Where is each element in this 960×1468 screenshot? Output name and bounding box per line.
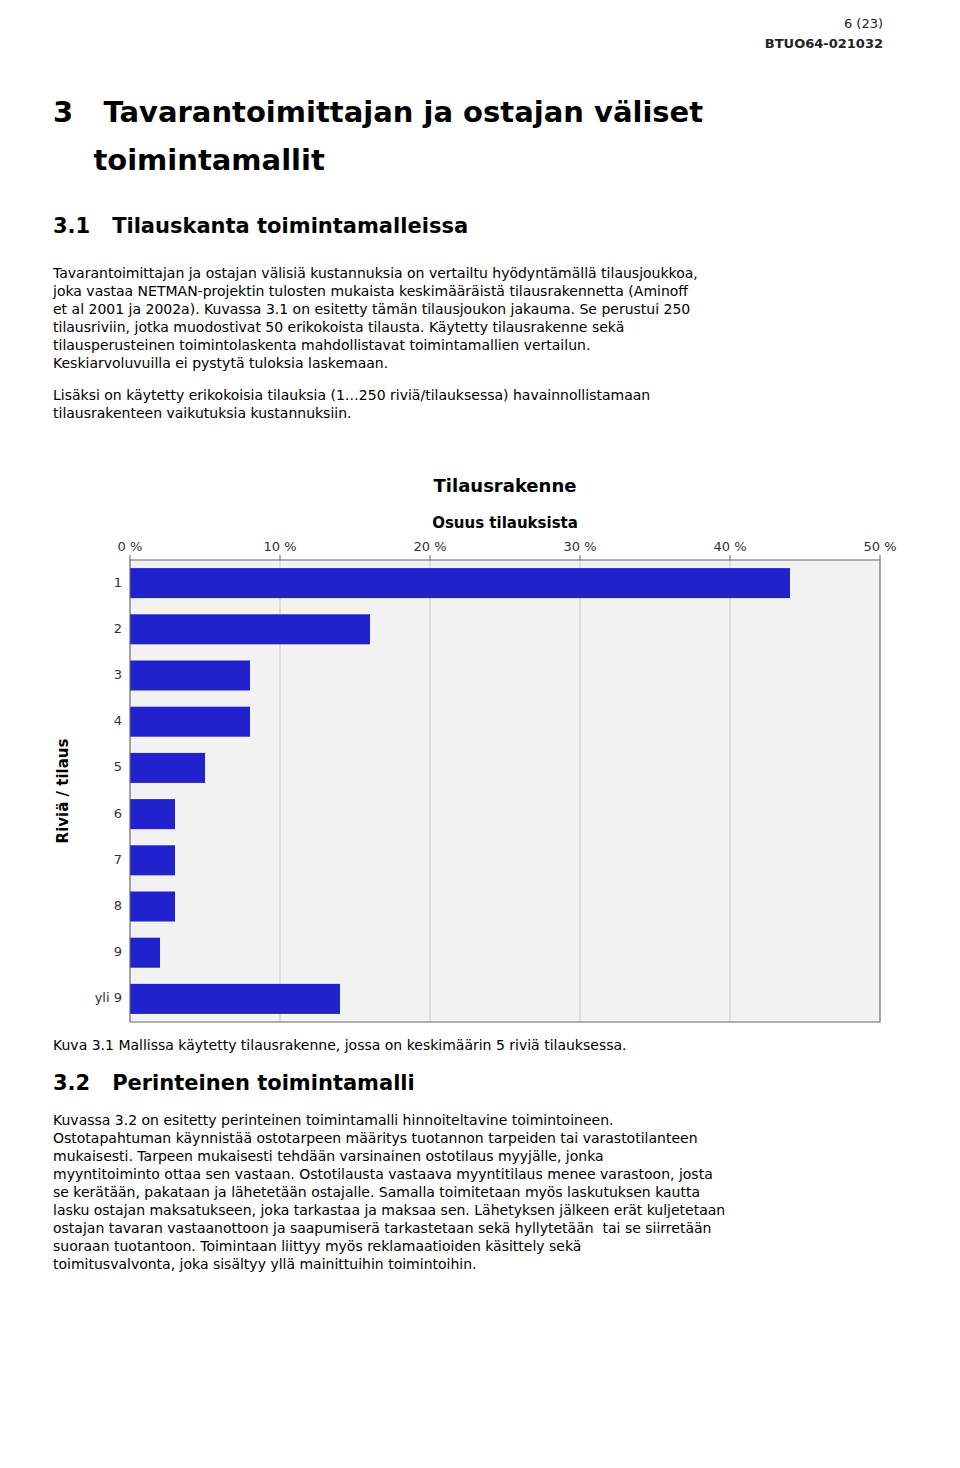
axis-label: Osuus tilauksista [432, 514, 578, 532]
body-text: lasku ostajan maksatukseen, joka tarkast… [53, 1202, 725, 1218]
body-text: et al 2001 ja 2002a). Kuvassa 3.1 on esi… [53, 301, 690, 317]
tick-mark [130, 555, 131, 560]
tick-label: 8 [114, 898, 122, 913]
tick-label: 20 % [413, 539, 446, 554]
body-text: Tavarantoimittajan ja ostajan välisiä ku… [52, 265, 698, 281]
body-text: toimitusvalvonta, joka sisältyy yllä mai… [53, 1256, 477, 1272]
tick-label: 5 [114, 759, 122, 774]
tick-label: 40 % [713, 539, 746, 554]
chart: 0 % 10 % 20 % 30 % 40 % 50 % 1 2 3 4 5 6 7 8 9 yli 9 Osu… [54, 475, 897, 1022]
bar [130, 938, 160, 968]
tick-mark [730, 555, 731, 560]
bar [130, 614, 370, 644]
bar [130, 753, 205, 783]
body-text: myyntitoiminto ottaa sen vastaan. Ostoti… [53, 1166, 713, 1182]
tick-label: 7 [114, 852, 122, 867]
tick-label: 3 [114, 667, 122, 682]
body-text: tilausrakenteen vaikutuksia kustannuksii… [53, 405, 352, 421]
doc-id: BTUO64-021032 [765, 36, 883, 51]
caption: Kuva 3.1 Mallissa käytetty tilausrakenne… [53, 1037, 627, 1053]
tick-label: 2 [114, 621, 122, 636]
tick-label: 0 % [118, 539, 143, 554]
tick-label: 4 [114, 713, 122, 728]
tick-label: 1 [114, 575, 122, 590]
tick-mark [430, 555, 431, 560]
tick-mark [280, 555, 281, 560]
body-text: tilausperusteinen toimintolaskenta mahdo… [53, 337, 590, 353]
plot-frame [130, 560, 880, 1022]
tick-label: 6 [114, 806, 122, 821]
grid-line [430, 560, 431, 1022]
bar [130, 799, 175, 829]
body-text: Ostotapahtuman käynnistää ostotarpeen mä… [53, 1130, 698, 1146]
heading: 3.2 Perinteinen toimintamalli [53, 1071, 415, 1095]
body-text: Keskiarvoluvuilla ei pystytä tuloksia la… [53, 355, 388, 371]
tick-mark [580, 555, 581, 560]
tick-label: 10 % [263, 539, 296, 554]
bar [130, 984, 340, 1014]
chart-title: Tilausrakenne [434, 475, 577, 496]
bar [130, 568, 790, 598]
tick-label: 50 % [863, 539, 896, 554]
page: 6 (23) BTUO64-021032 3 Tavarantoimittajan … [0, 0, 960, 1468]
body-text: ostajan tavaran vastaanottoon ja saapumi… [53, 1220, 711, 1236]
bar [130, 891, 175, 921]
tick-label: 30 % [563, 539, 596, 554]
body-text: mukaisesti. Tarpeen mukaisesti tehdään v… [53, 1148, 604, 1164]
grid-line [730, 560, 731, 1022]
tick-label: yli 9 [95, 990, 122, 1005]
bar [130, 660, 250, 690]
tick-label: 9 [114, 944, 122, 959]
heading: 3.1 Tilauskanta toimintamalleissa [53, 214, 468, 238]
page-number: 6 (23) [844, 16, 883, 31]
body-text: suoraan tuotantoon. Toimintaan liittyy m… [53, 1238, 581, 1254]
plot-background [130, 560, 880, 1022]
heading: 3 Tavarantoimittajan ja ostajan väliset [53, 95, 703, 129]
grid-line [580, 560, 581, 1022]
axis-label: Riviä / tilaus [54, 739, 72, 844]
bar [130, 707, 250, 737]
body-text: se kerätään, pakataan ja lähetetään osta… [53, 1184, 700, 1200]
body-text: Lisäksi on käytetty erikokoisia tilauksi… [53, 387, 650, 403]
body-text: joka vastaa NETMAN-projektin tulosten mu… [52, 283, 688, 299]
bar [130, 845, 175, 875]
tick-mark [880, 555, 881, 560]
body-text: Kuvassa 3.2 on esitetty perinteinen toim… [53, 1112, 613, 1128]
bars [130, 568, 790, 1014]
heading: toimintamallit [53, 143, 325, 177]
body-text: tilausriviin, jotka muodostivat 50 eriko… [53, 319, 624, 335]
